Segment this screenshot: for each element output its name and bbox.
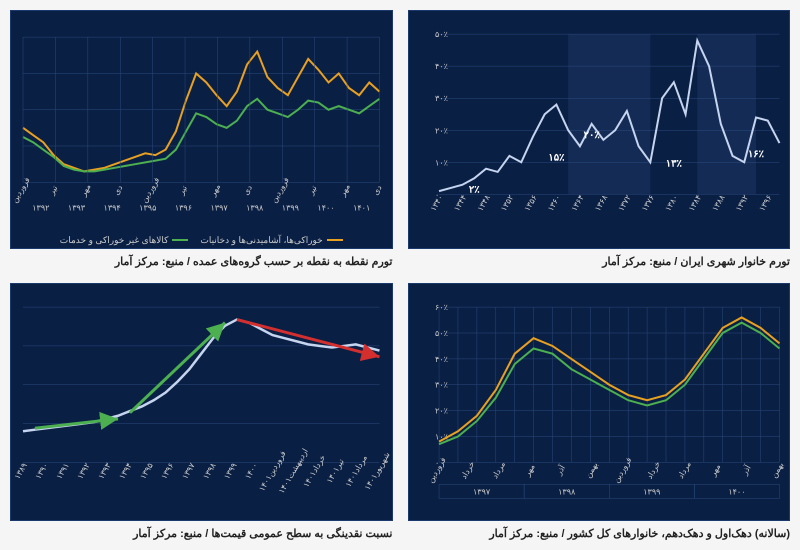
svg-text:۱۳۶۰: ۱۳۶۰ <box>546 193 562 212</box>
svg-text:۱۳۹۵: ۱۳۹۵ <box>138 461 154 480</box>
svg-text:۱۴۰۱: ۱۴۰۱ <box>353 203 370 212</box>
caption: (سالانه) دهک‌اول و دهک‌دهم، خانوارهای کل… <box>408 527 791 540</box>
svg-text:۱۴۰۰: ۱۴۰۰ <box>317 203 334 212</box>
svg-text:۱۳۷۲: ۱۳۷۲ <box>616 193 632 212</box>
svg-text:۱۳۹۷: ۱۳۹۷ <box>473 487 491 496</box>
svg-text:مهر: مهر <box>522 462 536 478</box>
chart-grid: ۰۱۰٪۲۰٪۳۰٪۴۰٪۵۰٪۲٪۱۵٪۲۰٪۱۳٪۱۶٪۱۳۴۰۱۳۴۴۱۳… <box>10 10 790 540</box>
svg-text:آذر: آذر <box>552 462 566 477</box>
svg-text:تیر: تیر <box>176 184 189 197</box>
chart-deciles: ۰۱۰٪۲۰٪۳۰٪۴۰٪۵۰٪۶۰٪فروردینخردادمردادمهرآ… <box>408 283 791 541</box>
chart-urban-inflation: ۰۱۰٪۲۰٪۳۰٪۴۰٪۵۰٪۲٪۱۵٪۲۰٪۱۳٪۱۶٪۱۳۴۰۱۳۴۴۱۳… <box>408 10 791 268</box>
svg-text:۱۳۹۰: ۱۳۹۰ <box>34 461 50 480</box>
svg-text:مهر: مهر <box>337 182 351 198</box>
svg-text:خرداد: خرداد <box>644 459 661 480</box>
svg-text:آذر: آذر <box>738 462 752 477</box>
svg-text:۱۶٪: ۱۶٪ <box>747 149 764 160</box>
svg-text:۱۳۸۹: ۱۳۸۹ <box>13 461 29 480</box>
svg-text:۱۴۰۰: ۱۴۰۰ <box>728 487 745 496</box>
svg-text:۱۳۷۶: ۱۳۷۶ <box>639 193 655 212</box>
svg-text:۱۳۹۲: ۱۳۹۲ <box>32 203 49 212</box>
svg-text:۲۰٪: ۲۰٪ <box>583 130 600 141</box>
svg-text:۵۰٪: ۵۰٪ <box>435 328 448 337</box>
svg-text:۱۳۴۸: ۱۳۴۸ <box>475 193 492 213</box>
svg-text:بهمن: بهمن <box>583 460 599 479</box>
svg-text:۱۴۰۰: ۱۴۰۰ <box>243 461 259 480</box>
svg-text:۱۳۹۸: ۱۳۹۸ <box>558 487 576 496</box>
svg-text:فروردین: فروردین <box>269 176 291 205</box>
svg-text:۱۳۹۳: ۱۳۹۳ <box>97 460 114 480</box>
svg-text:۱۳۴۰: ۱۳۴۰ <box>428 193 444 212</box>
svg-text:۱۰٪: ۱۰٪ <box>435 158 448 167</box>
svg-text:۱۳۹۹: ۱۳۹۹ <box>222 461 238 480</box>
svg-text:مهر: مهر <box>78 182 92 198</box>
svg-text:۱۳۹۷: ۱۳۹۷ <box>180 460 197 480</box>
svg-text:فروردین: فروردین <box>11 176 32 205</box>
svg-text:۱۳۹۵: ۱۳۹۵ <box>139 203 156 212</box>
svg-text:۱۳۵۲: ۱۳۵۲ <box>499 193 515 212</box>
chart-liquidity: ۱۳۸۹ ۱۳۹۰ ۱۳۹۱ ۱۳۹۲ ۱۳۹۳۱۳۹۴۱۳۹۵ ۱۳۹۶ ۱۳۹۷۱۳۹۸… <box>10 283 393 541</box>
svg-text:۱۳۹۲: ۱۳۹۲ <box>76 461 92 480</box>
svg-text:۱۳۹۶: ۱۳۹۶ <box>175 203 192 212</box>
svg-text:۱۳۶۸: ۱۳۶۸ <box>593 193 610 213</box>
svg-text:۲٪: ۲٪ <box>468 184 479 195</box>
svg-text:۲۰٪: ۲۰٪ <box>435 406 448 415</box>
svg-text:۴۰٪: ۴۰٪ <box>435 62 448 71</box>
svg-text:۱۳۹۴: ۱۳۹۴ <box>104 203 121 212</box>
svg-text:۱۳۵۶: ۱۳۵۶ <box>522 193 538 212</box>
svg-text:۱۳۸۰: ۱۳۸۰ <box>663 193 679 212</box>
svg-text:۱۳٪: ۱۳٪ <box>665 159 682 170</box>
svg-text:۳۰٪: ۳۰٪ <box>435 94 448 103</box>
svg-text:شهریور۱۴۰۱: شهریور۱۴۰۱ <box>363 450 392 491</box>
svg-text:تیر: تیر <box>47 184 60 197</box>
svg-text:فروردین: فروردین <box>140 176 162 205</box>
svg-text:بهمن: بهمن <box>769 460 785 479</box>
svg-text:۶۰٪: ۶۰٪ <box>435 303 448 312</box>
svg-text:مرداد: مرداد <box>676 460 693 480</box>
chart-point-inflation: فروردین تیر مهر دی فروردین تیر مهر دی فروردین تیر… <box>10 10 393 268</box>
svg-text:۱۳۴۴: ۱۳۴۴ <box>452 193 468 212</box>
svg-text:مهر: مهر <box>707 462 721 478</box>
svg-text:۱۳۹۱: ۱۳۹۱ <box>55 461 71 480</box>
legend-nonfood: کالاهای غیر خوراکی و خدمات <box>60 235 189 246</box>
svg-text:۱۳۹۲: ۱۳۹۲ <box>733 193 749 212</box>
svg-text:فروردین: فروردین <box>426 455 448 484</box>
svg-text:۱۳۹۹: ۱۳۹۹ <box>282 203 299 212</box>
caption: تورم خانوار شهری ایران / منبع: مرکز آمار <box>408 255 791 268</box>
svg-text:۱۳۸۸: ۱۳۸۸ <box>710 193 727 213</box>
svg-text:۵۰٪: ۵۰٪ <box>435 30 448 39</box>
svg-text:دی: دی <box>112 183 125 196</box>
svg-text:۳۰٪: ۳۰٪ <box>435 380 448 389</box>
svg-text:۲۰٪: ۲۰٪ <box>435 126 448 135</box>
svg-text:تیر: تیر <box>306 184 319 197</box>
svg-text:۱۳۹۷: ۱۳۹۷ <box>210 203 228 212</box>
svg-text:۱۳۹۹: ۱۳۹۹ <box>643 487 660 496</box>
svg-text:مهر: مهر <box>208 182 222 198</box>
svg-text:۱۵٪: ۱۵٪ <box>548 152 565 163</box>
caption: نسبت نقدینگی به سطح عمومی قیمت‌ها / منبع… <box>10 527 393 540</box>
caption: تورم نقطه به نقطه بر حسب گروه‌های عمده /… <box>10 255 393 268</box>
legend-food: خوراکی‌ها، آشامیدنی‌ها و دخانیات <box>200 235 342 246</box>
svg-text:۱۳۸۴: ۱۳۸۴ <box>686 193 702 212</box>
svg-text:۱۳۹۶: ۱۳۹۶ <box>159 461 175 480</box>
svg-text:۱۳۹۶: ۱۳۹۶ <box>757 193 773 212</box>
svg-text:مرداد: مرداد <box>490 460 507 480</box>
svg-text:۱۳۶۴: ۱۳۶۴ <box>569 193 585 212</box>
svg-text:خرداد: خرداد <box>459 459 476 480</box>
svg-text:دی: دی <box>241 183 254 196</box>
svg-text:فروردین: فروردین <box>611 455 633 484</box>
svg-text:۱۳۹۳: ۱۳۹۳ <box>68 203 86 212</box>
svg-text:تیر۱۴۰۱: تیر۱۴۰۱ <box>325 457 346 484</box>
svg-text:۴۰٪: ۴۰٪ <box>435 354 448 363</box>
svg-text:۱۳۹۸: ۱۳۹۸ <box>201 460 218 480</box>
svg-text:دی: دی <box>371 183 384 196</box>
svg-text:۱۳۹۸: ۱۳۹۸ <box>246 203 264 212</box>
svg-text:۱۳۹۴: ۱۳۹۴ <box>118 461 134 480</box>
